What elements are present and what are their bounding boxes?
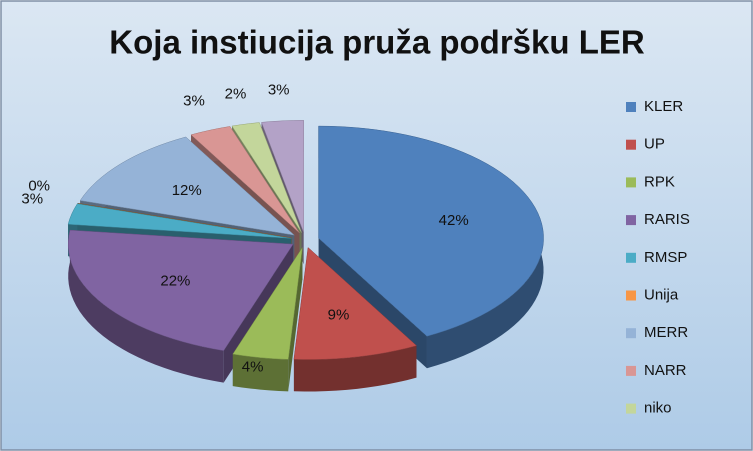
data-label: 0% [28, 178, 50, 195]
legend-label: RPK [644, 173, 675, 190]
pie-slice [261, 120, 304, 233]
slice-side [293, 345, 417, 392]
legend-swatch [626, 139, 636, 150]
pie-slice [67, 203, 292, 239]
data-label: 42% [439, 212, 469, 229]
legend-swatch [626, 328, 636, 339]
legend-label: Unija [644, 286, 679, 303]
pie-slice [190, 126, 300, 234]
pie-slice [293, 247, 417, 360]
legend-label: niko [644, 400, 672, 417]
legend-label: RARIS [644, 211, 690, 228]
legend-label: UP [644, 136, 665, 153]
legend-label: RMSP [644, 249, 687, 266]
legend-label: KLER [644, 98, 683, 115]
legend-swatch [626, 215, 636, 226]
legend-swatch [626, 252, 636, 263]
data-label: 9% [328, 306, 350, 323]
data-label: 12% [172, 182, 202, 199]
pie-slice [232, 247, 303, 360]
pie-slice [318, 125, 544, 337]
slice-side [68, 230, 224, 383]
legend-label: MERR [644, 324, 688, 341]
legend-swatch [626, 177, 636, 188]
data-label: 2% [225, 86, 247, 103]
data-label: 22% [160, 272, 190, 289]
data-label: 3% [21, 190, 43, 207]
data-label: 3% [268, 82, 290, 99]
data-label: 3% [183, 93, 205, 110]
legend-swatch [626, 290, 636, 301]
data-label: 4% [242, 358, 264, 375]
slice-side [232, 354, 289, 392]
pie-slice [231, 122, 302, 233]
legend-label: NARR [644, 362, 687, 379]
chart-title: Koja instiucija pruža podršku LER [109, 24, 645, 61]
legend-swatch [626, 403, 636, 414]
legend-swatch [626, 365, 636, 376]
pie-slice [79, 136, 296, 236]
legend-swatch [626, 102, 636, 112]
pie-slice [67, 229, 294, 351]
